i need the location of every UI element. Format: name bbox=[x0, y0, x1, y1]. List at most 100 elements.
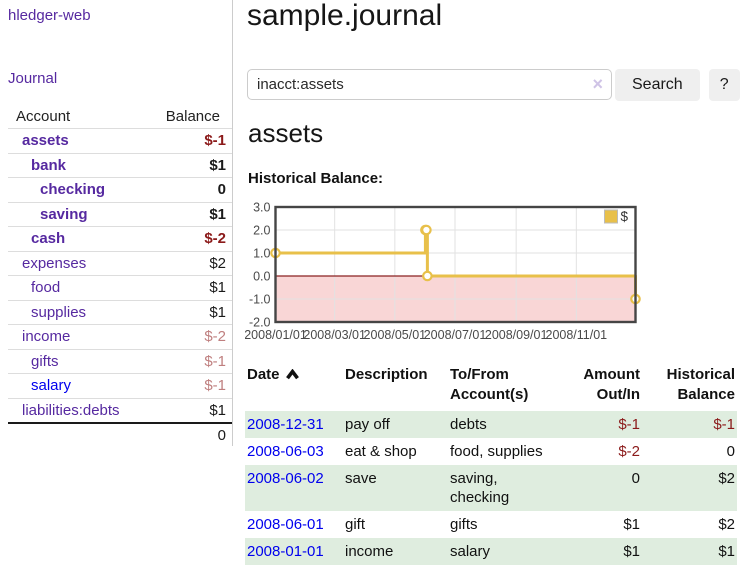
account-row: saving $1 bbox=[8, 201, 232, 227]
register-row: 2008-06-02 save saving, checking 0 $2 bbox=[245, 465, 737, 511]
register-description: income bbox=[343, 538, 448, 565]
register-balance: $2 bbox=[642, 465, 737, 511]
register-amount: $1 bbox=[552, 538, 642, 565]
register-balance: $1 bbox=[642, 538, 737, 565]
account-balance: $-1 bbox=[204, 377, 226, 395]
register-accounts: saving, checking bbox=[448, 465, 552, 511]
register-accounts: food, supplies bbox=[450, 443, 543, 460]
svg-text:$: $ bbox=[621, 209, 629, 224]
clear-search-icon[interactable]: × bbox=[592, 74, 603, 94]
sidebar-account-link-cash[interactable]: cash bbox=[31, 230, 66, 248]
sort-ascending-icon bbox=[285, 368, 299, 380]
register-table: Date Description To/From Account(s) Amount … bbox=[245, 362, 737, 565]
sidebar-account-link-gifts[interactable]: gifts bbox=[31, 352, 59, 370]
sidebar-account-link-liabilities-debts[interactable]: liabilities:debts bbox=[22, 401, 120, 419]
register-accounts: debts bbox=[448, 411, 552, 438]
account-balance: $-1 bbox=[204, 132, 226, 150]
account-balance: $-2 bbox=[204, 328, 226, 346]
register-date-link[interactable]: 2008-12-31 bbox=[247, 416, 324, 433]
register-date-link[interactable]: 2008-06-01 bbox=[247, 516, 324, 533]
sidebar-account-link-expenses[interactable]: expenses bbox=[22, 254, 87, 272]
register-amount: $1 bbox=[623, 516, 640, 533]
register-row: 2008-06-01 gift gifts $1 $2 bbox=[245, 511, 737, 538]
account-total-row: 0 bbox=[8, 422, 232, 448]
register-description: eat & shop bbox=[345, 443, 417, 460]
account-balance: $1 bbox=[209, 205, 226, 223]
sidebar-account-link-checking[interactable]: checking bbox=[40, 181, 106, 199]
account-row: cash $-2 bbox=[8, 226, 232, 251]
sidebar-item-journal[interactable]: Journal bbox=[8, 70, 58, 87]
register-accounts: salary bbox=[448, 538, 552, 565]
register-date-cell: 2008-06-03 bbox=[245, 438, 343, 465]
svg-text:2.0: 2.0 bbox=[253, 224, 270, 238]
register-amount: $-2 bbox=[618, 443, 640, 460]
search-button[interactable]: Search bbox=[615, 69, 700, 101]
register-header-historical-balance: Historical Balance bbox=[666, 366, 735, 403]
register-description: pay off bbox=[343, 411, 448, 438]
register-description: gift bbox=[345, 516, 366, 533]
svg-text:3.0: 3.0 bbox=[253, 201, 270, 215]
register-date-cell: 2008-12-31 bbox=[245, 411, 343, 438]
balance-column-header: Balance bbox=[165, 108, 220, 125]
svg-text:2008/11/01: 2008/11/01 bbox=[546, 328, 608, 342]
svg-text:1.0: 1.0 bbox=[253, 247, 270, 261]
svg-text:-1.0: -1.0 bbox=[249, 293, 271, 307]
svg-text:2008/07/01: 2008/07/01 bbox=[424, 328, 487, 342]
register-accounts: gifts bbox=[450, 516, 478, 533]
sidebar-account-link-bank[interactable]: bank bbox=[31, 156, 67, 174]
account-column-header: Account bbox=[16, 108, 71, 125]
account-balance: $2 bbox=[209, 254, 226, 272]
search-box: × bbox=[247, 69, 612, 100]
register-date-link[interactable]: 2008-01-01 bbox=[247, 543, 324, 560]
sidebar-account-link-assets[interactable]: assets bbox=[22, 132, 69, 150]
register-date-cell: 2008-01-01 bbox=[245, 538, 343, 565]
register-balance: $-1 bbox=[642, 411, 737, 438]
account-row: assets $-1 bbox=[8, 128, 232, 153]
register-amount: $-1 bbox=[552, 411, 642, 438]
help-button[interactable]: ? bbox=[708, 69, 740, 101]
register-row: 2008-06-03 eat & shop food, supplies $-2 0 bbox=[245, 438, 737, 465]
account-row: gifts $-1 bbox=[8, 348, 232, 374]
account-row: liabilities:debts $1 bbox=[8, 397, 232, 423]
account-balance: $1 bbox=[209, 401, 226, 419]
register-date-link[interactable]: 2008-06-03 bbox=[247, 443, 324, 460]
page-title: sample.journal bbox=[247, 0, 443, 32]
chart-legend: $ bbox=[604, 209, 629, 224]
account-balance: $1 bbox=[209, 279, 226, 297]
svg-text:2008/03/01: 2008/03/01 bbox=[303, 328, 366, 342]
account-row: income $-2 bbox=[8, 324, 232, 349]
sidebar-account-link-saving[interactable]: saving bbox=[40, 205, 88, 223]
svg-text:2008/05/01: 2008/05/01 bbox=[364, 328, 427, 342]
account-total-value: 0 bbox=[217, 427, 226, 444]
account-row: supplies $1 bbox=[8, 299, 232, 325]
account-table-header: Account Balance bbox=[8, 103, 232, 128]
chart-svg: $3.0 2.0 1.0 0.0 -1.0 -2.02008/01/012008/03/0… bbox=[244, 201, 641, 342]
register-date-link[interactable]: 2008-06-02 bbox=[247, 470, 324, 487]
sidebar-account-link-income[interactable]: income bbox=[22, 328, 71, 346]
sidebar-account-link-salary[interactable]: salary bbox=[31, 377, 72, 395]
sidebar-account-link-supplies[interactable]: supplies bbox=[31, 303, 87, 321]
search-bar: × Search ? bbox=[247, 69, 740, 101]
register-header-amount-out-in: Amount Out/In bbox=[583, 366, 640, 403]
account-balance: $-2 bbox=[204, 230, 226, 248]
sidebar-divider bbox=[232, 0, 233, 446]
register-header-date[interactable]: Date bbox=[245, 362, 343, 411]
register-balance: 0 bbox=[726, 443, 735, 460]
register-description: save bbox=[343, 465, 448, 511]
search-input[interactable] bbox=[247, 69, 612, 100]
sidebar-account-link-food[interactable]: food bbox=[31, 279, 61, 297]
register-header-description: Description bbox=[345, 366, 428, 383]
register-row: 2008-12-31 pay off debts $-1 $-1 bbox=[245, 411, 737, 438]
brand-link[interactable]: hledger-web bbox=[8, 7, 91, 24]
account-balance: $1 bbox=[209, 303, 226, 321]
register-header-row: Date Description To/From Account(s) Amount … bbox=[245, 362, 737, 411]
svg-text:0.0: 0.0 bbox=[253, 270, 270, 284]
account-row: expenses $2 bbox=[8, 250, 232, 276]
chart-title: Historical Balance: bbox=[248, 170, 384, 187]
register-row: 2008-01-01 income salary $1 $1 bbox=[245, 538, 737, 565]
register-header-to-from-account-s-: To/From Account(s) bbox=[450, 366, 529, 403]
register-date-cell: 2008-06-02 bbox=[245, 465, 343, 511]
account-row: salary $-1 bbox=[8, 373, 232, 398]
account-balance-table: Account Balance assets $-1 bank $1 checking 0… bbox=[8, 103, 232, 448]
account-balance: 0 bbox=[217, 181, 226, 199]
